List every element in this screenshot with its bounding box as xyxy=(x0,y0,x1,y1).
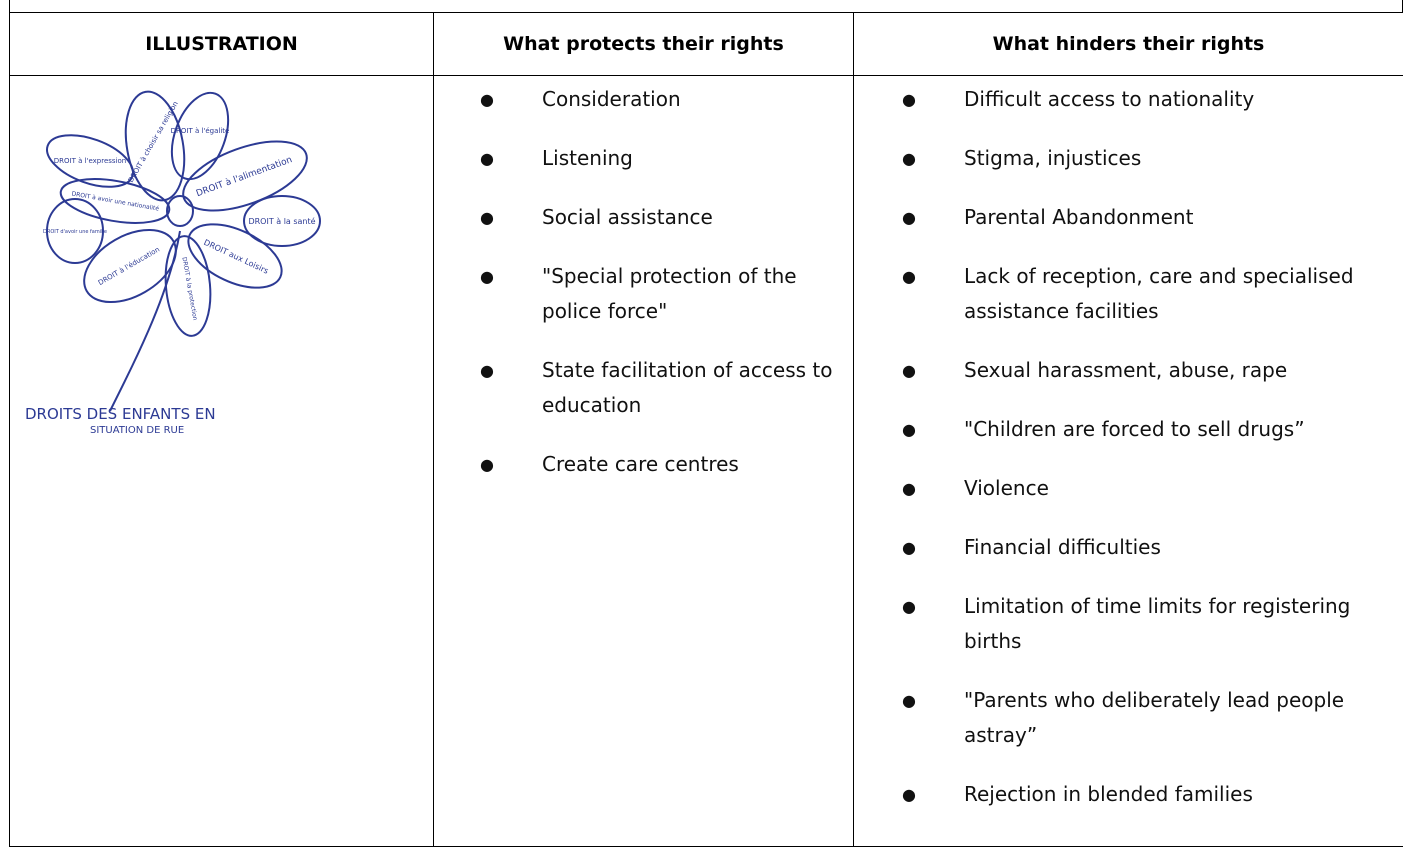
list-item: Limitation of time limits for registerin… xyxy=(964,589,1393,659)
list-item: "Parents who deliberately lead people as… xyxy=(964,683,1393,753)
list-item: Parental Abandonment xyxy=(964,200,1393,235)
petal-label: DROIT à l'expression xyxy=(54,157,126,165)
petal-label: DROIT à l'éducation xyxy=(97,245,161,287)
list-item: "Children are forced to sell drugs” xyxy=(964,412,1393,447)
header-cell: ILLUSTRATION xyxy=(10,13,434,76)
petal-label: DROIT à l'égalité xyxy=(171,127,230,135)
hinders-cell: Difficult access to nationality Stigma, i… xyxy=(854,76,1403,847)
previous-row xyxy=(9,0,1403,12)
petal-label: DROIT aux Loisirs xyxy=(202,238,270,276)
flower-drawing: DROIT à l'égalité DROIT à choisir sa rel… xyxy=(20,81,340,451)
list-item: Rejection in blended families xyxy=(964,777,1393,812)
list-item: Stigma, injustices xyxy=(964,141,1393,176)
list-item: Listening xyxy=(542,141,843,176)
list-item: Consideration xyxy=(542,82,843,117)
list-item: Violence xyxy=(964,471,1393,506)
list-item: Create care centres xyxy=(542,447,843,482)
hinders-list: Difficult access to nationality Stigma, i… xyxy=(854,76,1403,812)
header-cell: What protects their rights xyxy=(434,13,854,76)
list-item: Lack of reception, care and specialised … xyxy=(964,259,1393,329)
list-item: State facilitation of access to educatio… xyxy=(542,353,843,423)
illustration-cell: DROIT à l'égalité DROIT à choisir sa rel… xyxy=(10,76,434,847)
protects-list: Consideration Listening Social assistance "… xyxy=(434,76,853,482)
list-item: Sexual harassment, abuse, rape xyxy=(964,353,1393,388)
list-item: Social assistance xyxy=(542,200,843,235)
caption-line: DROITS DES ENFANTS EN xyxy=(25,405,216,423)
caption-line: SITUATION DE RUE xyxy=(90,425,184,436)
rights-table: ILLUSTRATION What protects their rights … xyxy=(9,12,1403,847)
list-item: Difficult access to nationality xyxy=(964,82,1393,117)
petal-label: DROIT à la santé xyxy=(248,216,315,226)
list-item: "Special protection of the police force" xyxy=(542,259,843,329)
petal-label: DROIT à la protection xyxy=(180,256,198,321)
protects-cell: Consideration Listening Social assistance "… xyxy=(434,76,854,847)
petal-label: DROIT d'avoir une famille xyxy=(43,229,107,235)
header-cell: What hinders their rights xyxy=(854,13,1403,76)
list-item: Financial difficulties xyxy=(964,530,1393,565)
